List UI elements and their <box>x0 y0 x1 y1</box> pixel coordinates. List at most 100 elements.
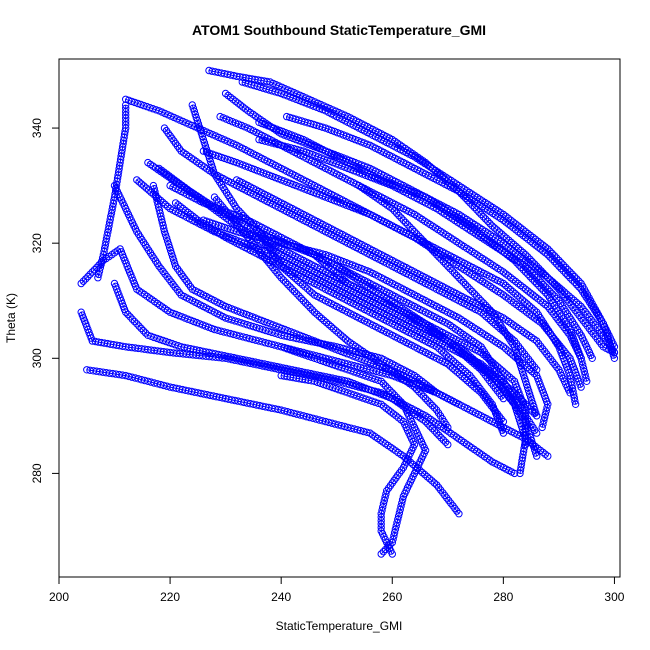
data-point <box>508 387 516 395</box>
data-point <box>260 253 269 262</box>
data-point <box>531 235 540 244</box>
data-point <box>437 347 446 355</box>
data-point <box>388 389 396 397</box>
data-point <box>459 278 468 286</box>
data-point <box>430 248 439 257</box>
data-point <box>526 272 534 281</box>
data-point <box>524 270 532 278</box>
profile-track <box>283 112 619 362</box>
data-point <box>242 231 250 239</box>
data-point <box>472 385 481 393</box>
data-point <box>523 300 531 308</box>
data-point <box>551 280 559 288</box>
data-point <box>379 379 388 388</box>
data-point <box>529 233 537 242</box>
data-point <box>610 348 619 357</box>
data-point <box>444 353 453 361</box>
data-point <box>377 400 385 408</box>
data-point <box>225 211 233 219</box>
data-point <box>568 276 576 284</box>
data-point <box>480 366 488 375</box>
data-point <box>588 354 596 362</box>
data-point <box>489 359 497 367</box>
data-point <box>532 449 540 457</box>
data-point <box>577 383 585 391</box>
data-point <box>325 320 333 329</box>
data-point <box>544 400 552 408</box>
data-point <box>530 369 538 378</box>
y-axis-label: Theta (K) <box>4 293 18 343</box>
data-point <box>334 329 342 337</box>
data-point <box>380 496 388 505</box>
data-point <box>521 268 530 276</box>
data-point <box>137 180 146 188</box>
data-point <box>481 301 490 309</box>
data-point <box>524 235 532 244</box>
data-point <box>88 268 97 276</box>
data-point <box>395 396 403 404</box>
data-point <box>516 466 525 474</box>
data-point <box>381 493 389 501</box>
data-point <box>334 271 342 279</box>
data-point <box>465 378 473 387</box>
data-point <box>130 317 139 326</box>
data-point <box>339 333 347 341</box>
data-point <box>296 278 304 287</box>
data-point <box>287 270 295 279</box>
data-point <box>581 371 589 379</box>
data-point <box>221 89 230 98</box>
data-point <box>240 228 248 237</box>
data-point <box>421 394 430 403</box>
data-point <box>512 226 520 234</box>
data-point <box>528 439 537 448</box>
data-point <box>539 247 547 255</box>
data-point <box>534 266 542 274</box>
data-point <box>503 251 511 259</box>
data-point <box>234 99 242 107</box>
data-point <box>460 374 469 383</box>
data-point <box>566 389 574 397</box>
data-point <box>313 253 321 261</box>
data-point <box>233 204 241 213</box>
data-point <box>390 391 399 399</box>
data-point <box>511 290 519 298</box>
data-point <box>533 452 541 460</box>
data-point <box>532 409 540 417</box>
data-point <box>499 239 508 247</box>
data-point <box>544 452 552 460</box>
data-point <box>437 255 445 263</box>
data-point <box>135 322 143 330</box>
data-point <box>504 347 512 355</box>
data-point <box>435 253 443 261</box>
data-point <box>227 213 235 222</box>
data-point <box>533 429 541 437</box>
data-point <box>322 318 331 327</box>
data-point <box>544 251 552 259</box>
data-point <box>507 245 515 253</box>
data-point <box>202 145 211 153</box>
data-point <box>377 513 385 521</box>
data-point <box>506 285 515 294</box>
data-point <box>298 281 307 289</box>
data-point <box>521 251 530 259</box>
data-point <box>540 413 549 422</box>
data-point <box>539 448 547 456</box>
data-point <box>290 287 299 296</box>
profile-line <box>158 167 527 474</box>
data-point <box>466 354 474 362</box>
data-point <box>337 331 345 339</box>
data-point <box>477 297 485 305</box>
data-point <box>513 292 522 300</box>
data-point <box>456 370 464 378</box>
data-point <box>521 440 530 449</box>
data-point <box>539 270 547 278</box>
data-point <box>293 290 301 298</box>
data-point <box>521 228 530 236</box>
data-point <box>421 470 429 479</box>
data-point <box>499 343 508 351</box>
data-point <box>455 274 463 282</box>
data-point <box>512 277 520 286</box>
data-point <box>565 292 573 300</box>
data-point <box>479 213 488 221</box>
data-point <box>275 271 283 279</box>
